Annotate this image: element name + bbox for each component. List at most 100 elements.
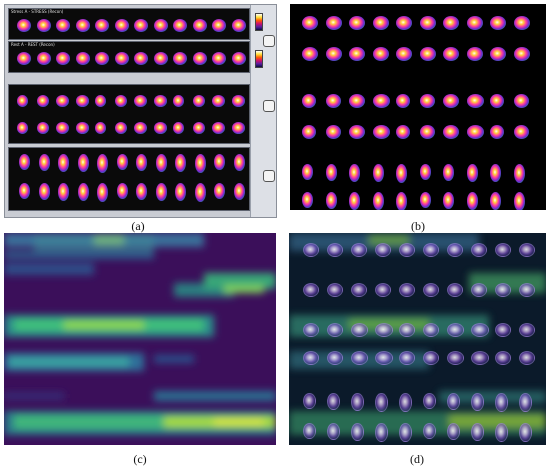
myocardial-slice	[19, 154, 31, 170]
overlay-slice	[303, 243, 319, 257]
overlay-slice	[495, 323, 511, 337]
myocardial-slice	[36, 19, 51, 32]
myocardial-slice	[349, 94, 365, 108]
myocardial-slice	[214, 154, 226, 170]
myocardial-slice	[75, 52, 90, 65]
myocardial-slice	[325, 94, 341, 108]
myocardial-slice	[173, 95, 185, 107]
overlay-slice	[375, 243, 391, 257]
myocardial-slice	[419, 94, 435, 108]
myocardial-slice	[153, 19, 168, 32]
myocardial-slice	[97, 154, 109, 174]
myocardial-slice	[214, 183, 226, 199]
overlay-slice	[327, 393, 340, 411]
myocardial-slice	[325, 164, 337, 181]
myocardial-slice	[153, 122, 168, 134]
myocardial-slice	[443, 192, 455, 209]
myocardial-slice	[349, 192, 361, 210]
overlay-slice	[351, 243, 367, 257]
overlay-slice	[495, 351, 511, 365]
myocardial-slice	[231, 95, 246, 107]
myocardial-slice	[194, 183, 206, 203]
overlay-slice	[303, 283, 319, 297]
horizontal-axis-icon[interactable]	[263, 100, 275, 112]
overlay-slice	[471, 393, 484, 411]
myocardial-slice	[173, 52, 187, 65]
myocardial-slice	[349, 164, 361, 182]
myocardial-slice	[490, 47, 506, 61]
overlay-slice	[423, 283, 439, 297]
myocardial-slice	[192, 122, 205, 134]
overlay-slice	[399, 243, 415, 257]
myocardial-slice	[75, 122, 90, 134]
overlay-slice	[471, 243, 487, 257]
overlay-slice	[375, 393, 388, 412]
vertical-axis-icon[interactable]	[263, 170, 275, 182]
caption-b: (b)	[411, 219, 425, 233]
myocardial-slice	[513, 16, 530, 30]
myocardial-slice	[372, 94, 390, 108]
myocardial-slice	[466, 47, 483, 61]
myocardial-slice	[513, 164, 525, 184]
myocardial-slice	[231, 122, 246, 134]
myocardial-slice	[155, 183, 167, 201]
myocardial-slice	[325, 47, 342, 61]
myocardial-slice	[175, 154, 187, 173]
myocardial-slice	[466, 94, 484, 108]
myocardial-slice	[77, 154, 89, 173]
myocardial-slice	[136, 154, 148, 171]
myocardial-slice	[325, 125, 341, 139]
myocardial-slice	[77, 183, 89, 202]
myocardial-slice	[419, 164, 431, 180]
myocardial-slice	[95, 95, 107, 107]
myocardial-slice	[192, 95, 205, 107]
caption-d: (d)	[410, 452, 424, 466]
myocardial-slice	[466, 164, 478, 182]
myocardial-slice	[173, 19, 187, 32]
myocardial-slice	[114, 52, 129, 65]
myocardial-slice	[396, 125, 410, 139]
overlay-slice	[495, 423, 508, 442]
overlay-slice	[471, 283, 487, 297]
myocardial-slice	[114, 95, 127, 107]
myocardial-slice	[443, 164, 455, 181]
myocardial-slice	[58, 183, 70, 201]
color-scale-bar-rest	[255, 50, 263, 68]
overlay-slice	[399, 283, 415, 297]
myocardial-slice	[396, 164, 408, 184]
myocardial-slice	[372, 192, 384, 210]
overlay-slice	[423, 243, 439, 257]
myocardial-slice	[302, 192, 314, 208]
myocardial-slice	[325, 192, 337, 209]
myocardial-slice	[192, 19, 207, 32]
myocardial-slice	[490, 125, 504, 139]
myocardial-slice	[134, 95, 147, 107]
overlay-slice	[303, 323, 319, 337]
overlay-slice	[327, 323, 344, 337]
myocardial-slice	[466, 16, 483, 30]
myocardial-slice	[58, 154, 70, 172]
color-scale-bar	[255, 13, 263, 31]
overlay-slice	[351, 323, 369, 337]
myocardial-slice	[325, 16, 342, 30]
myocardial-slice	[36, 122, 49, 134]
overlay-slices	[289, 233, 546, 445]
myocardial-slice	[116, 183, 128, 199]
myocardial-slice	[56, 19, 70, 32]
overlay-slice	[399, 393, 412, 413]
myocardial-slice	[466, 192, 478, 210]
myocardial-slice	[443, 94, 459, 108]
myocardial-slice	[513, 192, 525, 210]
horizontal-long-axis-strip	[8, 84, 250, 144]
myocardial-slice	[349, 125, 365, 139]
myocardial-slice	[233, 183, 245, 200]
myocardial-slice	[302, 125, 316, 139]
myocardial-slice	[17, 95, 29, 107]
overlay-slice	[447, 283, 463, 297]
short-axis-icon[interactable]	[263, 35, 275, 47]
myocardial-slice	[95, 122, 107, 134]
myocardial-slice	[233, 154, 245, 171]
overlay-slice	[375, 283, 391, 297]
myocardial-slice	[95, 52, 109, 65]
myocardial-slice	[212, 52, 226, 65]
